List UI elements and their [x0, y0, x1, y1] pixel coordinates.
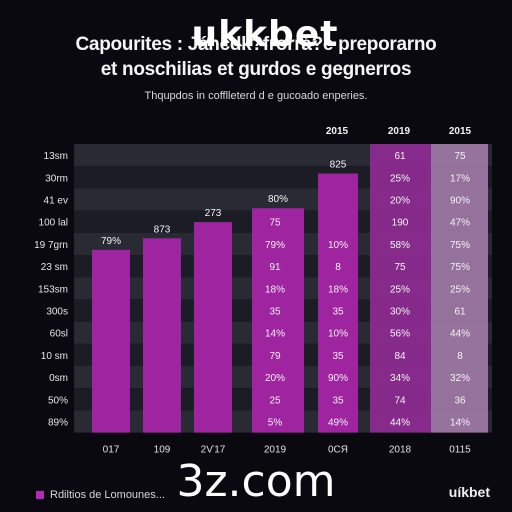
- bar-value-label: 80%: [268, 194, 288, 205]
- right-cell: 75%: [450, 262, 470, 273]
- x-tick-label: 2018: [389, 445, 412, 456]
- right-cell: 75: [394, 262, 406, 273]
- chart-title-line2: et noschilias et gurdos e gegnerros: [100, 59, 412, 80]
- bottom-watermark: 3z.com: [176, 456, 336, 507]
- bar: [92, 249, 130, 433]
- row-label: 0sm: [49, 373, 68, 384]
- x-tick-label: 0СЯ: [328, 445, 348, 456]
- overlay-cell: 14%: [265, 329, 285, 340]
- right-cell: 75%: [450, 240, 470, 251]
- overlay-cell: 25: [269, 395, 281, 406]
- right-cell: 8: [457, 351, 463, 362]
- overlay-cell: 10%: [328, 329, 348, 340]
- legend-label: Rdiltios de Lomounes...: [50, 489, 165, 501]
- right-cell: 44%: [450, 329, 470, 340]
- chart-title-line1: Capourites : Jáncdk?frorrá?e preporarno: [75, 34, 437, 55]
- x-tick-label: 2019: [264, 445, 287, 456]
- overlay-cell: 18%: [265, 284, 285, 295]
- x-tick-label: 017: [103, 445, 120, 456]
- right-cell: 84: [394, 351, 406, 362]
- right-cell: 25%: [390, 284, 410, 295]
- bar: [318, 173, 358, 433]
- legend-swatch: [36, 491, 44, 499]
- brand-logo: uíkbet: [448, 484, 490, 500]
- right-column-fill: [370, 144, 431, 433]
- row-label: 60sl: [50, 329, 68, 340]
- right-cell: 34%: [390, 373, 410, 384]
- bar-value-label: 79%: [101, 236, 121, 247]
- right-cell: 25%: [450, 284, 470, 295]
- title-overlay-watermark: ukkbet: [191, 14, 339, 55]
- overlay-cell: 20%: [265, 373, 285, 384]
- row-label: 300s: [46, 307, 68, 318]
- chart-title: Capourites : Jáncdk?frorrá?e preporarno …: [0, 32, 512, 82]
- overlay-cell: 35: [332, 395, 344, 406]
- overlay-cell: 91: [269, 262, 281, 273]
- right-cell: 58%: [390, 240, 410, 251]
- column-header: 2015: [326, 126, 349, 137]
- right-cell: 74: [394, 395, 406, 406]
- legend: Rdiltios de Lomounes...: [36, 489, 165, 501]
- overlay-cell: 35: [269, 307, 281, 318]
- right-cell: 75: [454, 151, 466, 162]
- row-label: 100 lal: [39, 218, 68, 229]
- row-label: 13sm: [44, 151, 68, 162]
- bar: [252, 208, 304, 433]
- column-header: 2015: [449, 126, 472, 137]
- row-label: 10 sm: [41, 351, 68, 362]
- bar: [194, 222, 232, 433]
- overlay-cell: 35: [332, 307, 344, 318]
- right-cell: 25%: [390, 173, 410, 184]
- row-label: 50%: [48, 395, 68, 406]
- overlay-cell: 5%: [268, 418, 283, 429]
- right-cell: 90%: [450, 196, 470, 207]
- overlay-cell: 75: [269, 218, 281, 229]
- overlay-cell: 79%: [265, 240, 285, 251]
- row-label: 153sm: [38, 284, 68, 295]
- column-header: 2019: [388, 126, 411, 137]
- right-column-fill: [431, 144, 488, 433]
- row-label: 41 ev: [44, 196, 68, 207]
- right-cell: 47%: [450, 218, 470, 229]
- bar: [143, 238, 181, 433]
- x-tick-label: 109: [154, 445, 171, 456]
- row-label: 89%: [48, 418, 68, 429]
- right-cell: 30%: [390, 307, 410, 318]
- overlay-cell: 8: [335, 262, 341, 273]
- row-label: 30rm: [45, 173, 68, 184]
- overlay-cell: 10%: [328, 240, 348, 251]
- chart-subtitle: Thqupdos in cofflleterd d e gucoado enpe…: [144, 90, 368, 102]
- right-cell: 32%: [450, 373, 470, 384]
- overlay-cell: 49%: [328, 418, 348, 429]
- right-cell: 61: [394, 151, 406, 162]
- overlay-cell: 18%: [328, 284, 348, 295]
- overlay-cell: 90%: [328, 373, 348, 384]
- right-cell: 36: [454, 395, 466, 406]
- row-label: 19 7grn: [34, 240, 68, 251]
- overlay-cell: 35: [332, 351, 344, 362]
- bar-value-label: 825: [330, 160, 347, 171]
- right-cell: 190: [392, 218, 409, 229]
- right-cell: 44%: [390, 418, 410, 429]
- right-cell: 20%: [390, 196, 410, 207]
- right-cell: 61: [454, 307, 466, 318]
- overlay-cell: 79: [269, 351, 281, 362]
- bar-value-label: 273: [205, 208, 222, 219]
- right-cell: 56%: [390, 329, 410, 340]
- right-cell: 17%: [450, 173, 470, 184]
- right-cell: 14%: [450, 418, 470, 429]
- x-tick-label: 2Ѵ17: [201, 445, 226, 456]
- x-tick-label: 0115: [449, 445, 471, 456]
- bar-value-label: 873: [154, 224, 171, 235]
- row-label: 23 sm: [41, 262, 68, 273]
